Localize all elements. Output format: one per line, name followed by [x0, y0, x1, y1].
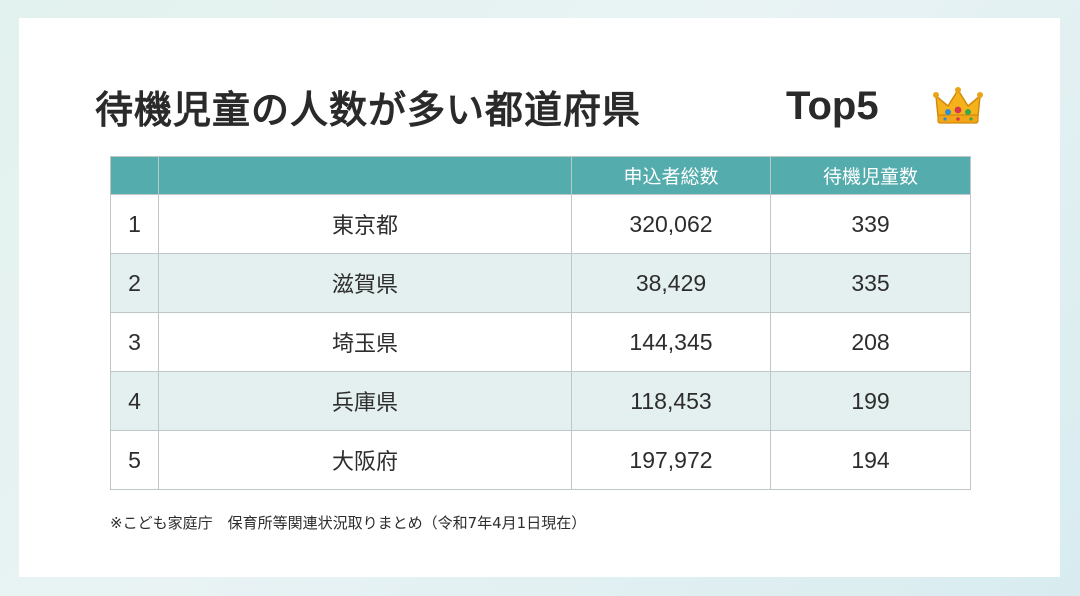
rank-cell: 5: [110, 430, 159, 490]
table-row: 3 埼玉県 144,345 208: [110, 312, 971, 372]
header-waiting: 待機児童数: [770, 156, 971, 195]
applicants-cell: 320,062: [571, 194, 771, 254]
table-row: 5 大阪府 197,972 194: [110, 430, 971, 490]
table-row: 4 兵庫県 118,453 199: [110, 371, 971, 431]
title-row: 待機児童の人数が多い都道府県 Top5: [95, 74, 1015, 138]
crown-icon: [933, 87, 983, 124]
table-row: 1 東京都 320,062 339: [110, 194, 971, 254]
prefecture-cell: 東京都: [158, 194, 572, 254]
waiting-cell: 335: [770, 253, 971, 313]
prefecture-cell: 埼玉県: [158, 312, 572, 372]
applicants-cell: 197,972: [571, 430, 771, 490]
applicants-cell: 118,453: [571, 371, 771, 431]
content-card: 待機児童の人数が多い都道府県 Top5 申込者総数: [19, 18, 1060, 577]
rank-cell: 4: [110, 371, 159, 431]
prefecture-cell: 滋賀県: [158, 253, 572, 313]
applicants-cell: 38,429: [571, 253, 771, 313]
header-applicants: 申込者総数: [571, 156, 771, 195]
waiting-cell: 208: [770, 312, 971, 372]
table-header-row: 申込者総数 待機児童数: [110, 156, 971, 195]
prefecture-cell: 兵庫県: [158, 371, 572, 431]
waiting-cell: 194: [770, 430, 971, 490]
title-suffix: Top5: [786, 83, 879, 128]
waiting-cell: 199: [770, 371, 971, 431]
source-note: ※こども家庭庁 保育所等関連状況取りまとめ（令和7年4月1日現在）: [110, 514, 587, 532]
page-title: 待機児童の人数が多い都道府県: [95, 87, 642, 132]
ranking-table: 申込者総数 待機児童数 1 東京都 320,062 339 2 滋賀県 38,4…: [110, 156, 971, 490]
rank-cell: 2: [110, 253, 159, 313]
table-row: 2 滋賀県 38,429 335: [110, 253, 971, 313]
waiting-cell: 339: [770, 194, 971, 254]
rank-cell: 3: [110, 312, 159, 372]
applicants-cell: 144,345: [571, 312, 771, 372]
rank-cell: 1: [110, 194, 159, 254]
prefecture-cell: 大阪府: [158, 430, 572, 490]
header-prefecture: [158, 156, 572, 195]
header-rank: [110, 156, 159, 195]
